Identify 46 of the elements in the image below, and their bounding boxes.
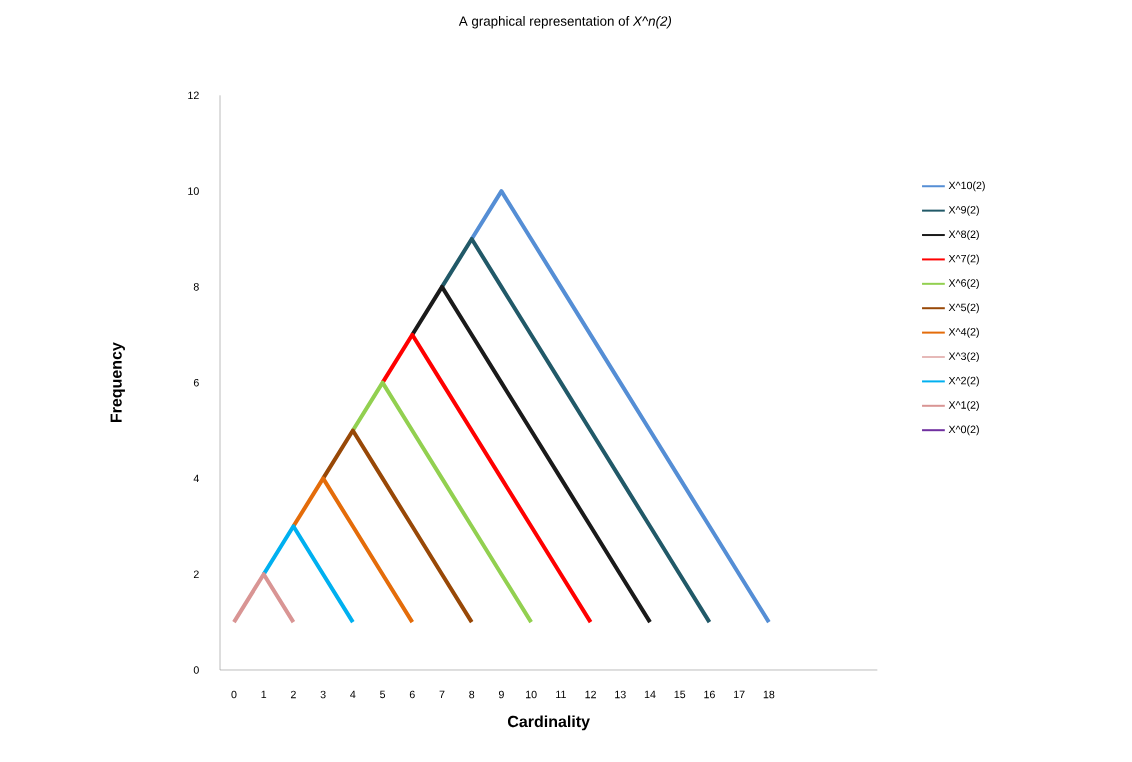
x-tick-label: 12 bbox=[585, 690, 596, 699]
legend-label: X^8(2) bbox=[948, 230, 979, 241]
legend-label: X^7(2) bbox=[948, 254, 979, 265]
y-tick-label: 2 bbox=[193, 570, 199, 578]
x-tick-label: 11 bbox=[556, 690, 566, 699]
legend-label: X^0(2) bbox=[948, 425, 979, 436]
legend-label: X^5(2) bbox=[948, 303, 979, 314]
x-tick-label: 10 bbox=[526, 690, 537, 699]
x-tick-label: 6 bbox=[409, 690, 415, 699]
line-series bbox=[410, 284, 652, 625]
x-tick-label: 7 bbox=[439, 690, 445, 699]
legend-label: X^9(2) bbox=[948, 205, 979, 216]
x-tick-label: 17 bbox=[734, 690, 745, 699]
x-tick-label: 8 bbox=[469, 690, 475, 699]
x-tick-label: 18 bbox=[763, 690, 775, 699]
legend-label: X^10(2) bbox=[948, 181, 985, 192]
y-tick-label: 0 bbox=[193, 666, 199, 674]
y-tick-label: 12 bbox=[188, 91, 199, 100]
x-tick-label: 9 bbox=[498, 690, 504, 699]
chart-title: A graphical representation of X^n(2) bbox=[458, 16, 672, 29]
x-tick-label: 5 bbox=[380, 690, 386, 699]
x-tick-label: 13 bbox=[615, 690, 626, 699]
x-tick-label: 3 bbox=[320, 690, 326, 699]
x-tick-label: 0 bbox=[231, 690, 237, 699]
x-tick-label: 16 bbox=[704, 690, 715, 699]
x-tick-label: 4 bbox=[350, 690, 356, 699]
line-series bbox=[350, 380, 534, 625]
y-tick-label: 8 bbox=[193, 283, 199, 291]
line-series bbox=[439, 236, 712, 625]
legend-label: X^3(2) bbox=[948, 352, 979, 363]
legend-label: X^4(2) bbox=[948, 327, 979, 338]
x-tick-label: 15 bbox=[674, 690, 686, 699]
line-series bbox=[380, 332, 593, 625]
y-tick-label: 4 bbox=[193, 474, 199, 483]
x-tick-label: 1 bbox=[261, 690, 267, 699]
line-series bbox=[321, 428, 474, 625]
x-axis-title: Cardinality bbox=[507, 715, 590, 731]
legend-label: X^1(2) bbox=[948, 400, 979, 411]
y-axis-title: Frequency bbox=[110, 342, 125, 423]
legend-label: X^2(2) bbox=[948, 376, 979, 387]
y-tick-label: 10 bbox=[188, 187, 199, 195]
y-tick-label: 6 bbox=[193, 378, 199, 387]
line-series bbox=[291, 476, 415, 625]
legend-label: X^6(2) bbox=[948, 278, 979, 289]
x-tick-label: 2 bbox=[290, 690, 296, 699]
x-tick-label: 14 bbox=[644, 690, 656, 699]
